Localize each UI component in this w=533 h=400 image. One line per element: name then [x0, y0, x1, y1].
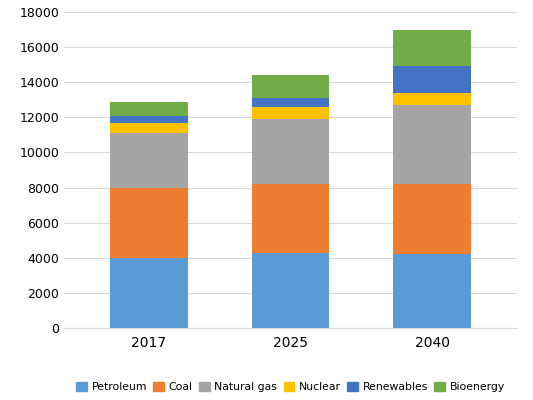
- Bar: [393, 254, 471, 328]
- Bar: [252, 107, 329, 119]
- Bar: [393, 105, 471, 184]
- Bar: [110, 116, 188, 122]
- Bar: [110, 188, 188, 258]
- Bar: [252, 98, 329, 107]
- Legend: Petroleum, Coal, Natural gas, Nuclear, Renewables, Bioenergy: Petroleum, Coal, Natural gas, Nuclear, R…: [72, 378, 509, 396]
- Bar: [110, 133, 188, 188]
- Bar: [110, 258, 188, 328]
- Bar: [110, 102, 188, 116]
- Bar: [393, 66, 471, 93]
- Bar: [252, 75, 329, 98]
- Bar: [393, 93, 471, 105]
- Bar: [252, 119, 329, 184]
- Bar: [110, 122, 188, 133]
- Bar: [393, 30, 471, 66]
- Bar: [252, 184, 329, 252]
- Bar: [393, 184, 471, 254]
- Bar: [252, 252, 329, 328]
